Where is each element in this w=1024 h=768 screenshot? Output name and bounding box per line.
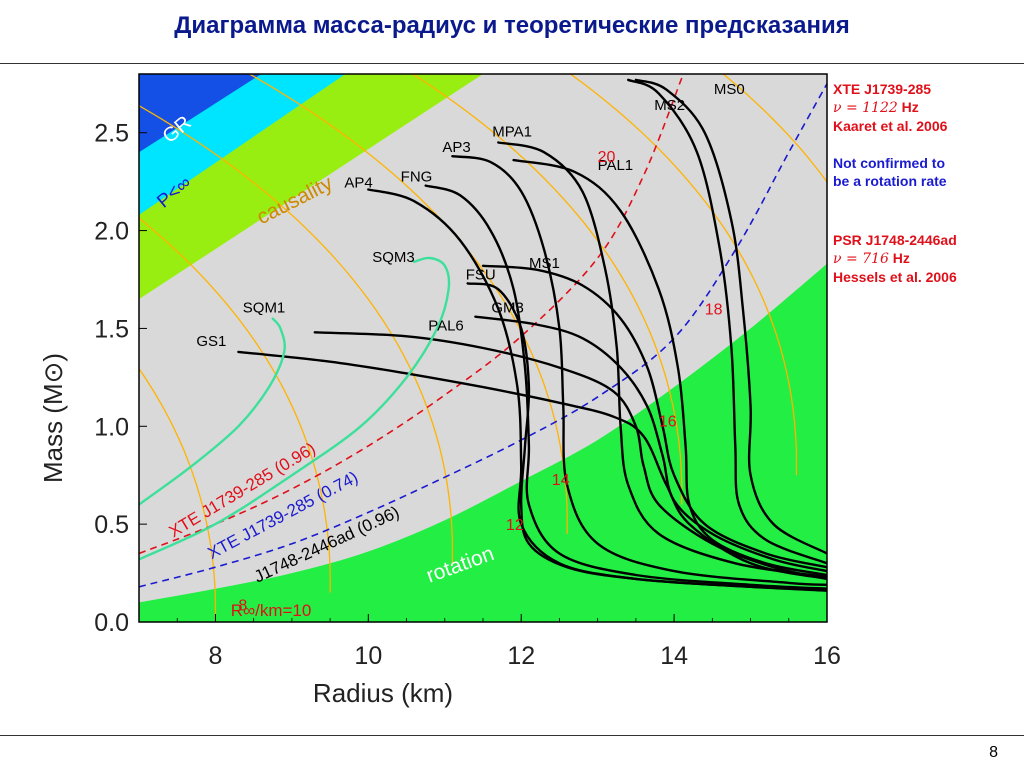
xte-nu-value: ν = 1122: [833, 100, 898, 116]
series-label-mpa1: MPA1: [492, 124, 532, 141]
series-label-gm3: GM3: [491, 300, 524, 317]
iso-radius-label-16: 16: [659, 413, 677, 430]
gr-region: [139, 74, 262, 153]
psr-nu-value: ν = 716: [833, 251, 889, 267]
eos-curve-gm3: [474, 315, 827, 573]
series-label-sqm3: SQM3: [372, 249, 415, 266]
series-label-fsu: FSU: [466, 266, 496, 283]
y-tick-label: 2.0: [94, 218, 129, 246]
iso-radius-label-14: 14: [552, 472, 570, 489]
x-tick-label: 10: [354, 642, 382, 670]
series-label-ms2: MS2: [654, 97, 685, 114]
x-tick-label: 16: [813, 642, 841, 670]
xte-nu-unit: Hz: [901, 99, 919, 115]
y-tick-label: 2.5: [94, 120, 129, 148]
page-number: 8: [989, 744, 998, 761]
iso-radius-contours: [139, 74, 827, 622]
x-tick-label: 14: [660, 642, 688, 670]
iso-radius-legend: R∞/km=10: [231, 601, 312, 620]
y-tick-label: 1.0: [94, 413, 129, 441]
eos-curve-ms1: [481, 264, 827, 569]
series-label-ap4: AP4: [344, 174, 372, 191]
limit-curve-xte-j1739-285-0-74-: [139, 83, 827, 588]
x-tick-label: 12: [507, 642, 535, 670]
eos-curve-ms2: [627, 78, 827, 565]
iso-radius-contour: [722, 74, 827, 183]
eos-curve-ms0: [634, 78, 827, 555]
series-label-sqm1: SQM1: [243, 300, 286, 317]
iso-radius-contour: [139, 367, 217, 622]
eos-curve-fng: [424, 184, 827, 590]
eos-curve-ap3: [451, 155, 827, 586]
mass-radius-chart: GS1 PAL6 AP4 FNG AP3 MPA1 PAL1 MS2 MS0 MS1 FSU GM3 S…: [38, 73, 841, 708]
eos-curve-pal6: [313, 331, 827, 581]
series-label-pal6: PAL6: [428, 317, 464, 334]
limit-curves: [139, 77, 827, 588]
iso-radius-contour: [139, 105, 454, 564]
iso-radius-label-12: 12: [506, 517, 524, 534]
psr-nu-unit: Hz: [892, 250, 910, 266]
xte-note-title: XTE J1739-285: [833, 81, 932, 97]
iso-radius-label-8: 8: [238, 597, 247, 614]
xte-note: XTE J1739-285 ν = 1122 Hz Kaaret et al. …: [833, 80, 947, 135]
slide-title: Диаграмма масса-радиус и теоретические п…: [174, 12, 850, 39]
bottom-divider: [0, 735, 1024, 736]
limit-curve-xte-j1739-285-0-96-: [139, 77, 683, 555]
not-confirmed-note: Not confirmed to be a rotation rate: [833, 154, 947, 190]
eos-curve-pal1: [512, 158, 827, 577]
eos-curves: [139, 78, 827, 592]
iso-radius-contour: [139, 217, 331, 593]
psr-note-frequency: ν = 716 Hz: [833, 249, 957, 268]
y-tick-label: 1.5: [94, 315, 129, 343]
iso-radius-contour: [411, 74, 683, 505]
x-axis-label: Radius (km): [313, 678, 453, 708]
y-axis-label: Mass (M⊙): [38, 353, 68, 483]
y-tick-label: 0.0: [94, 609, 129, 637]
eos-curve-sqm1: [139, 317, 286, 506]
series-label-ms0: MS0: [714, 81, 745, 98]
psr-note: PSR J1748-2446ad ν = 716 Hz Hessels et a…: [833, 231, 957, 286]
top-divider: [0, 63, 1024, 64]
psr-note-reference: Hessels et al. 2006: [833, 269, 957, 285]
not-confirmed-line1: Not confirmed to: [833, 155, 945, 171]
eos-curve-sqm3: [139, 256, 451, 561]
eos-curve-fsu: [466, 282, 827, 590]
iso-radius-contour: [569, 74, 798, 476]
series-label-fng: FNG: [401, 169, 433, 186]
not-confirmed-line2: be a rotation rate: [833, 173, 947, 189]
series-label-pal1: PAL1: [598, 157, 634, 174]
iso-radius-label-20: 20: [598, 149, 616, 166]
xte-note-frequency: ν = 1122 Hz: [833, 98, 947, 117]
axes: 8 10 12 14 16 0.0 0.5 1.0 1.5 2.0 2.5 Radius (km) Ma…: [38, 120, 841, 708]
series-label-gs1: GS1: [196, 333, 226, 350]
eos-curve-gs1: [237, 350, 827, 581]
series-label-ap3: AP3: [442, 139, 470, 156]
x-tick-label: 8: [208, 642, 222, 670]
eos-curve-mpa1: [497, 141, 827, 579]
y-tick-label: 0.5: [94, 511, 129, 539]
iso-radius-label-18: 18: [705, 302, 723, 319]
xte-note-reference: Kaaret et al. 2006: [833, 118, 948, 134]
series-label-ms1: MS1: [529, 255, 560, 272]
psr-note-title: PSR J1748-2446ad: [833, 232, 957, 248]
